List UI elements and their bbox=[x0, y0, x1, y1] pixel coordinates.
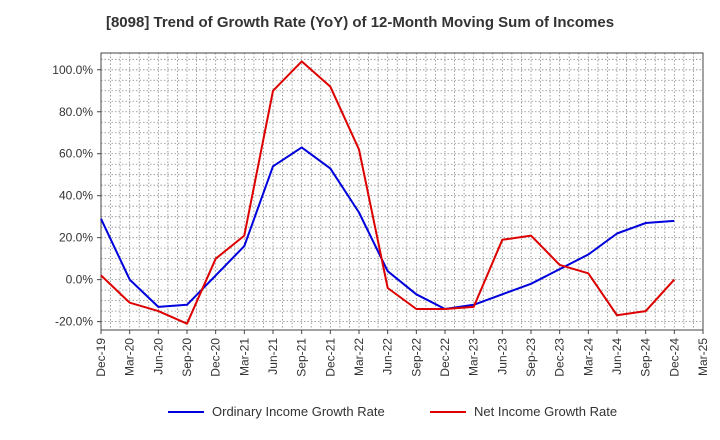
x-tick-label: Mar-23 bbox=[467, 338, 481, 376]
y-tick-label: 100.0% bbox=[52, 63, 93, 77]
ordinary-income-series-line bbox=[100, 146, 675, 310]
x-tick-label: Mar-21 bbox=[237, 338, 251, 376]
legend-swatch-net-income bbox=[430, 410, 466, 413]
legend-item-net-income: Net Income Growth Rate bbox=[430, 404, 617, 419]
legend: Ordinary Income Growth Rate Net Income G… bbox=[0, 404, 720, 426]
x-tick-label: Mar-20 bbox=[123, 338, 137, 376]
legend-item-ordinary-income: Ordinary Income Growth Rate bbox=[168, 404, 385, 419]
x-tick-label: Sep-24 bbox=[639, 338, 653, 377]
x-tick-label: Dec-19 bbox=[94, 338, 108, 377]
x-tick-label: Sep-20 bbox=[180, 338, 194, 377]
net-income-series-line bbox=[100, 60, 676, 325]
y-tick-label: 60.0% bbox=[59, 147, 93, 161]
x-tick-label: Mar-22 bbox=[352, 338, 366, 376]
x-tick-label: Jun-24 bbox=[610, 338, 624, 375]
x-tick-label: Jun-20 bbox=[151, 338, 165, 375]
x-tick-label: Sep-22 bbox=[409, 338, 423, 377]
x-tick-label: Jun-22 bbox=[381, 338, 395, 375]
x-tick-label: Sep-23 bbox=[524, 338, 538, 377]
legend-label-ordinary-income: Ordinary Income Growth Rate bbox=[212, 404, 385, 419]
x-tick-label: Mar-24 bbox=[581, 338, 595, 376]
y-tick-label: 20.0% bbox=[59, 231, 93, 245]
x-tick-label: Dec-21 bbox=[323, 338, 337, 377]
plot-area bbox=[101, 53, 703, 330]
x-tick-label: Dec-23 bbox=[553, 338, 567, 377]
plot-frame bbox=[100, 52, 704, 331]
y-tick-label: 0.0% bbox=[66, 273, 94, 287]
x-tick-label: Dec-20 bbox=[209, 338, 223, 377]
x-tick-label: Jun-21 bbox=[266, 338, 280, 375]
legend-swatch-ordinary-income bbox=[168, 410, 204, 413]
x-tick-label: Mar-25 bbox=[696, 338, 710, 376]
x-tick-label: Dec-22 bbox=[438, 338, 452, 377]
y-tick-label: 40.0% bbox=[59, 189, 93, 203]
y-tick-label: 80.0% bbox=[59, 105, 93, 119]
x-tick-label: Dec-24 bbox=[667, 338, 681, 377]
x-tick-label: Sep-21 bbox=[295, 338, 309, 377]
y-tick-label: -20.0% bbox=[55, 315, 93, 329]
chart-title: [8098] Trend of Growth Rate (YoY) of 12-… bbox=[105, 14, 615, 31]
x-tick-label: Jun-23 bbox=[495, 338, 509, 375]
legend-label-net-income: Net Income Growth Rate bbox=[474, 404, 618, 419]
